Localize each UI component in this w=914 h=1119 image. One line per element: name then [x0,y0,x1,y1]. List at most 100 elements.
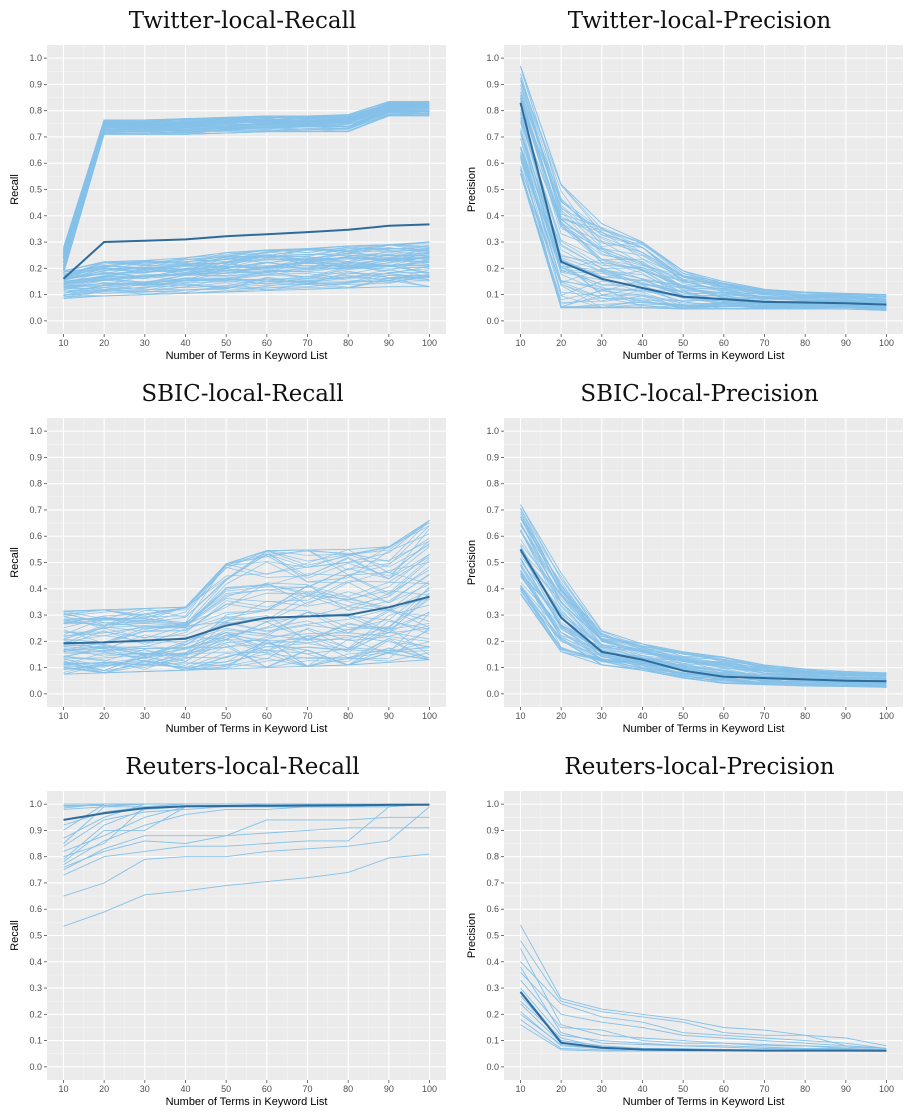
sample-series-line [520,966,887,1051]
sample-series-line [63,265,430,289]
x-tick-label: 50 [221,711,231,721]
y-tick-label: 0.3 [486,610,499,620]
sample-series-line [63,260,430,284]
y-axis-label: Precision [466,167,478,212]
y-axis-label: Recall [9,547,21,578]
sample-series-line [520,94,887,302]
y-tick-label: 0.0 [29,316,42,326]
x-tick-label: 30 [597,711,607,721]
chart-panel-reuters-recall: Reuters-local-Recall 10 20 30 40 50 60 70 80 90 10… [0,746,457,1119]
chart-title: SBIC-local-Recall [141,381,343,407]
y-tick-label: 0.4 [486,584,499,594]
y-tick-label: 0.2 [486,263,499,273]
y-tick-label: 0.9 [486,825,499,835]
sample-series-line [520,940,887,1049]
chart-title: SBIC-local-Precision [580,381,818,407]
x-tick-label: 60 [719,338,729,348]
x-tick-label: 50 [678,338,688,348]
x-tick-label: 70 [303,711,313,721]
sample-series-line [520,979,887,1051]
sample-series-line [520,65,887,298]
sample-series-line [63,107,430,264]
sample-series-line [63,250,430,277]
y-tick-label: 0.8 [486,106,499,116]
sample-series-line [63,853,430,927]
x-tick-label: 100 [879,338,894,348]
y-tick-label: 0.0 [486,689,499,699]
y-tick-label: 0.4 [29,584,42,594]
x-tick-label: 20 [556,338,566,348]
x-tick-label: 100 [422,338,437,348]
chart-svg: Twitter-local-Precision 10 20 30 40 50 60 70 80 9… [466,8,903,362]
y-tick-label: 0.8 [29,479,42,489]
x-tick-label: 100 [422,1084,437,1094]
y-tick-label: 0.3 [29,610,42,620]
y-tick-label: 0.8 [29,852,42,862]
y-tick-label: 0.4 [29,211,42,221]
y-tick-label: 0.4 [486,211,499,221]
y-tick-label: 0.2 [486,1009,499,1019]
x-tick-label: 60 [719,711,729,721]
y-tick-label: 0.1 [486,663,499,673]
y-tick-label: 0.1 [486,1036,499,1046]
x-tick-label: 30 [140,338,150,348]
sample-series-line [63,254,430,280]
sample-series-line [63,543,430,629]
chart-svg: SBIC-local-Recall 10 20 30 40 50 60 70 80 90 100 0.… [9,381,446,735]
x-tick-label: 10 [58,1084,68,1094]
sample-series-line [520,138,887,307]
chart-title: Twitter-local-Precision [568,8,832,34]
sample-series-line [63,816,430,871]
x-axis-label: Number of Terms in Keyword List [623,1096,785,1108]
x-tick-label: 60 [262,1084,272,1094]
y-tick-label: 0.4 [29,957,42,967]
sample-series-line [63,101,430,248]
y-tick-label: 0.6 [29,158,42,168]
x-tick-label: 60 [262,711,272,721]
y-tick-label: 0.5 [29,931,42,941]
sample-series-line [63,258,430,282]
y-tick-label: 0.6 [486,531,499,541]
sample-series-line [63,520,430,624]
mean-series-line [519,991,887,1052]
data-lines [63,520,430,675]
y-tick-label: 0.6 [29,904,42,914]
sample-series-line [63,106,430,259]
x-tick-label: 50 [678,711,688,721]
y-axis-label: Precision [466,540,478,585]
y-tick-label: 0.7 [486,505,499,515]
sample-series-line [63,280,430,296]
sample-series-line [63,273,430,294]
x-tick-label: 90 [841,338,851,348]
y-tick-label: 1.0 [29,53,42,63]
y-tick-label: 0.4 [486,957,499,967]
sample-series-line [63,248,430,272]
sample-series-line [63,827,430,868]
x-tick-label: 70 [760,338,770,348]
sample-series-line [63,528,430,623]
x-tick-label: 20 [99,338,109,348]
y-tick-label: 0.3 [486,237,499,247]
x-tick-label: 80 [343,338,353,348]
x-axis-label: Number of Terms in Keyword List [166,723,328,735]
sample-series-line [63,241,430,272]
x-tick-label: 40 [637,711,647,721]
x-tick-label: 60 [719,1084,729,1094]
sample-series-line [520,924,887,1047]
data-lines [519,924,887,1052]
sample-series-line [520,971,887,1049]
x-tick-label: 70 [303,1084,313,1094]
mean-series-line [519,102,887,306]
sample-series-line [63,241,430,273]
y-axis-label: Recall [9,920,21,951]
sample-series-line [63,553,430,638]
sample-series-line [63,573,430,637]
sample-series-line [520,173,887,311]
chart-svg: Reuters-local-Recall 10 20 30 40 50 60 70 80 90 10… [9,754,446,1108]
sample-series-line [63,105,430,260]
y-tick-label: 0.2 [29,636,42,646]
x-tick-label: 80 [800,711,810,721]
sample-series-line [63,273,430,288]
sample-series-line [63,581,430,645]
mean-series-line [62,223,430,280]
